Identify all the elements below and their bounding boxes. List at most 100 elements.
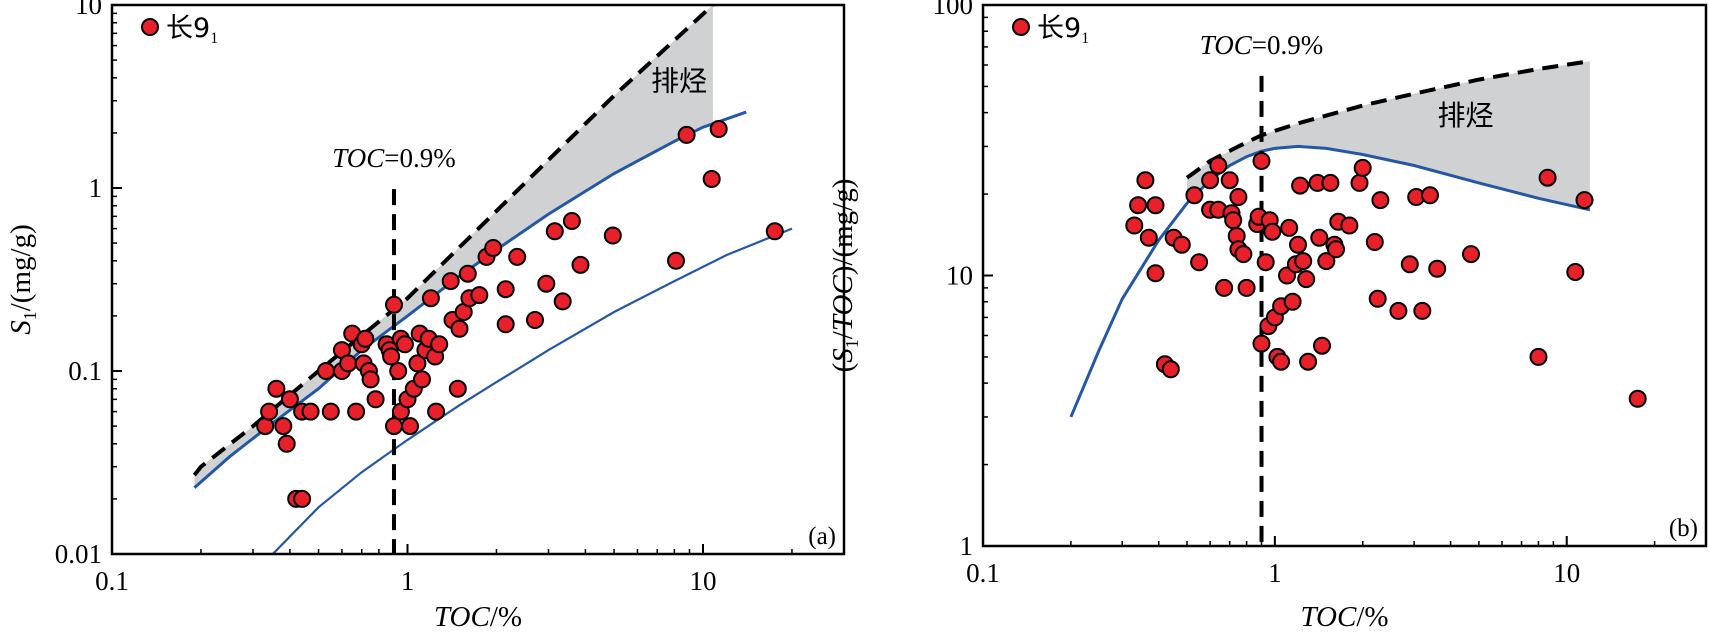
plot-area <box>192 5 793 554</box>
data-point <box>1263 222 1282 241</box>
data-point <box>389 362 408 380</box>
data-point <box>458 264 477 283</box>
data-point <box>430 335 449 354</box>
data-point <box>1146 196 1165 215</box>
data-point <box>709 120 728 138</box>
data-point <box>508 247 527 266</box>
x-axis-title: TOC/% <box>434 601 522 633</box>
data-point <box>1209 156 1228 175</box>
data-point <box>382 347 401 366</box>
plot-frame <box>981 3 1708 548</box>
data-point <box>441 272 460 291</box>
data-point <box>1139 228 1158 247</box>
data-point <box>1428 259 1447 278</box>
data-point <box>571 255 590 274</box>
y-axis-title-slash: / <box>827 330 859 339</box>
data-point <box>301 402 320 421</box>
dashed-boundary-curve <box>192 5 715 477</box>
data-point <box>1161 360 1180 379</box>
zone-label: 排烃 <box>1438 99 1494 132</box>
data-point <box>280 390 299 409</box>
data-point <box>1172 235 1191 254</box>
data-point <box>553 292 572 311</box>
data-point <box>1400 255 1419 274</box>
data-point <box>1224 211 1243 230</box>
data-point <box>1529 347 1548 366</box>
legend-marker <box>141 18 159 36</box>
data-point <box>1185 186 1204 205</box>
x-tick-label: 1 <box>1268 558 1282 588</box>
data-point <box>260 402 279 421</box>
data-point <box>1146 264 1165 283</box>
data-point <box>1125 216 1144 235</box>
data-point <box>667 251 685 270</box>
data-point <box>1229 188 1248 206</box>
zone-label: 排烃 <box>651 65 707 98</box>
data-point <box>361 370 380 389</box>
legend-label-sub: 1 <box>210 30 218 47</box>
y-tick-label: 0.01 <box>55 539 102 569</box>
data-point <box>1313 336 1331 355</box>
data-point <box>277 434 296 453</box>
data-point <box>677 125 696 144</box>
data-point <box>545 222 564 241</box>
data-point <box>1365 233 1384 251</box>
y-tick-label: 1 <box>960 531 974 561</box>
data-point <box>1299 352 1318 371</box>
data-point <box>702 170 721 188</box>
data-point <box>347 402 366 421</box>
x-tick-label: 0.1 <box>95 566 129 596</box>
data-point <box>1421 186 1439 205</box>
data-point <box>1237 278 1256 297</box>
y-axis-title: S1/(mg/g) <box>5 224 40 335</box>
y-axis-title-var2: TOC <box>827 275 859 332</box>
data-point <box>317 362 335 380</box>
data-point <box>1353 158 1372 177</box>
y-axis-title-var: S <box>827 348 859 363</box>
data-point <box>267 379 286 398</box>
y-axis-title-unit: /(mg/g) <box>5 224 37 311</box>
data-point <box>1310 228 1329 247</box>
chart-panel-a: 0.1 1 100.010.1110TOC/%S1/(mg/g)长91TOC=0.9… <box>5 0 846 633</box>
y-axis-title: (S1/TOC)/(mg/g) <box>827 179 862 373</box>
data-point <box>413 370 431 389</box>
data-point <box>421 289 440 308</box>
threshold-label-var: TOC <box>1200 30 1253 60</box>
data-point <box>1283 292 1302 311</box>
data-point <box>1234 245 1253 264</box>
data-point <box>1628 389 1647 408</box>
data-point <box>1190 253 1209 272</box>
data-point <box>1350 173 1369 192</box>
data-point <box>1252 152 1271 170</box>
data-point <box>1252 334 1271 353</box>
data-point <box>1327 240 1345 259</box>
threshold-label-var: TOC <box>332 143 385 173</box>
data-point <box>274 417 293 436</box>
y-tick-label: 100 <box>933 0 974 20</box>
data-point <box>321 402 340 421</box>
data-point <box>395 335 414 354</box>
data-point <box>1575 191 1594 210</box>
panel-tag: (a) <box>808 523 836 550</box>
data-point <box>1201 171 1220 190</box>
data-point <box>1368 289 1387 308</box>
data-point <box>401 417 419 436</box>
data-point <box>1256 253 1275 272</box>
x-tick-label: 10 <box>1553 558 1580 588</box>
y-axis-title-sub: 1 <box>20 311 40 320</box>
x-tick-label: 0.1 <box>966 558 1000 588</box>
data-point <box>256 417 275 436</box>
y-axis-title-var: S <box>5 320 37 335</box>
legend-label-text: 长9 <box>1037 13 1081 44</box>
threshold-label-value: =0.9% <box>1252 30 1323 60</box>
x-tick-label: 1 <box>401 566 415 596</box>
data-point <box>366 390 385 409</box>
data-point <box>562 212 581 230</box>
y-tick-label: 10 <box>946 261 973 291</box>
data-point <box>1272 352 1291 371</box>
data-point <box>1340 216 1359 235</box>
data-point <box>1280 218 1299 237</box>
